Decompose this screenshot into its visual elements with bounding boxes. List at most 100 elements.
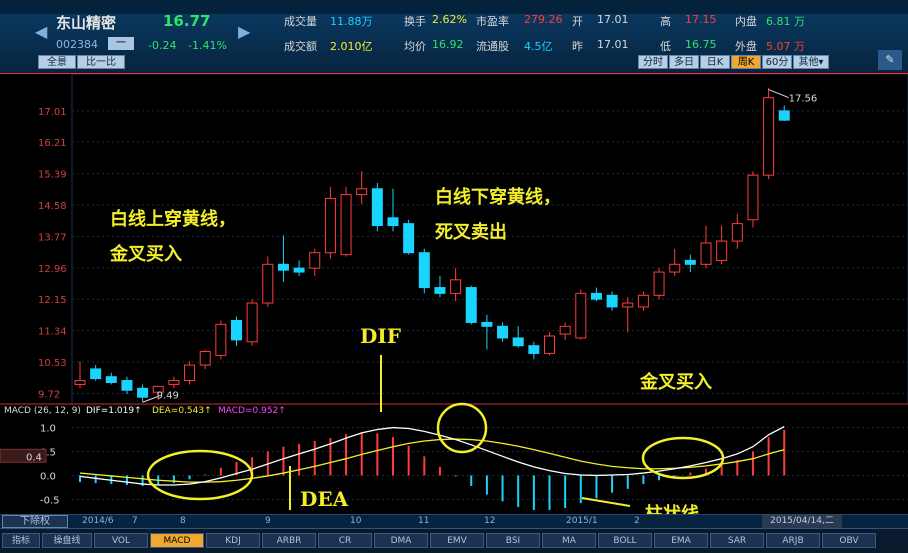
indicator-tab[interactable]: 指标: [2, 533, 40, 548]
candle: [481, 314, 493, 350]
period-tab[interactable]: 60分: [762, 55, 792, 69]
candle: [215, 320, 227, 360]
indicator-tab[interactable]: EMV: [430, 533, 484, 548]
period-tab[interactable]: 多日: [669, 55, 699, 69]
indicator-tab[interactable]: ARJB: [766, 533, 820, 548]
candle-body: [356, 188, 368, 196]
fq-button[interactable]: 下除权: [2, 515, 68, 528]
prev-stock-icon[interactable]: ◀: [35, 22, 48, 41]
candle: [653, 268, 665, 300]
candle: [544, 332, 555, 356]
price-tick-label: 16.21: [38, 138, 67, 149]
candle-body: [184, 364, 196, 382]
candle-body: [731, 223, 743, 242]
candle-body: [497, 325, 509, 339]
quote-value: 2.010亿: [330, 40, 373, 53]
period-tab[interactable]: 其他▾: [793, 55, 829, 69]
quote-value: 17.15: [685, 13, 717, 26]
indicator-tab[interactable]: MACD: [150, 533, 204, 548]
date-label: 2014/6: [82, 516, 114, 526]
macd-legend-item: MACD=0.952↑: [218, 406, 286, 416]
indicator-tab[interactable]: DMA: [374, 533, 428, 548]
candle: [716, 225, 728, 265]
price-tick-label: 9.72: [38, 389, 60, 400]
candle: [418, 248, 430, 294]
indicator-tab[interactable]: 操盘线: [42, 533, 92, 548]
candle-body: [418, 252, 430, 289]
candle-body: [293, 267, 305, 273]
candle: [324, 186, 336, 259]
candle-body: [434, 287, 446, 294]
quote-label: 换手: [404, 15, 426, 28]
quote-value: 6.81 万: [766, 15, 805, 28]
candle: [700, 225, 712, 269]
candle: [763, 88, 775, 180]
indicator-tab[interactable]: BSI: [486, 533, 540, 548]
indicator-tab[interactable]: EMA: [654, 533, 708, 548]
candle-body: [231, 320, 242, 341]
dea-line: [79, 438, 785, 483]
stock-price: 16.77: [163, 12, 211, 30]
candle: [606, 291, 618, 311]
candle: [497, 322, 509, 342]
dif-line: [79, 426, 785, 486]
candle-body: [262, 263, 274, 304]
indicator-tab[interactable]: ARBR: [262, 533, 316, 548]
next-stock-icon[interactable]: ▶: [238, 22, 251, 41]
macd-legend-item: DEA=0.543↑: [152, 406, 212, 416]
candle-body: [622, 302, 634, 308]
candle: [199, 349, 211, 369]
candle-body: [309, 252, 321, 269]
candle-body: [168, 380, 180, 385]
price-tick-label: 14.58: [38, 201, 67, 212]
annotation-golden-cross-2: 金叉买入: [640, 372, 712, 393]
high-marker-label: 17.56: [789, 94, 818, 105]
candle: [590, 287, 602, 302]
candle: [559, 322, 571, 340]
candle-body: [90, 368, 102, 380]
period-tab[interactable]: 周K: [731, 55, 761, 69]
date-label: 11: [418, 516, 430, 526]
candle: [778, 105, 790, 121]
macd-highlight-tick-box: [0, 448, 47, 463]
top-strip: [0, 0, 908, 14]
panorama-button[interactable]: 全景: [38, 55, 76, 69]
compare-button[interactable]: 比一比: [77, 55, 125, 69]
settings-icon[interactable]: ✎: [878, 50, 902, 70]
quote-value: 5.07 万: [766, 40, 805, 53]
period-tab[interactable]: 分时: [638, 55, 668, 69]
indicator-tab[interactable]: VOL: [94, 533, 148, 548]
candle: [121, 376, 133, 395]
candle: [168, 376, 180, 389]
indicator-tab[interactable]: CR: [318, 533, 372, 548]
annotation-death-cross-b: 死叉卖出: [435, 222, 507, 243]
price-tick-label: 12.96: [38, 264, 67, 275]
indicator-tab[interactable]: MA: [542, 533, 596, 548]
indicator-tab[interactable]: BOLL: [598, 533, 652, 548]
indicator-tab[interactable]: SAR: [710, 533, 764, 548]
candle: [512, 326, 524, 348]
indicator-tab[interactable]: OBV: [822, 533, 876, 548]
high-marker-line: [768, 89, 789, 99]
annotation-golden-cross-1: 白线上穿黄线，: [110, 209, 236, 230]
candle-body: [387, 217, 399, 227]
candle-body: [215, 323, 227, 356]
candle: [137, 384, 149, 402]
candle-body: [669, 263, 681, 273]
candle: [669, 248, 681, 276]
low-marker-line: [142, 395, 159, 403]
annotation-dif: DIF: [360, 324, 401, 348]
quote-label: 市盈率: [476, 15, 509, 28]
golden-cross-circle-2: [641, 436, 725, 480]
quote-value: 4.5亿: [524, 40, 553, 53]
date-label: 8: [180, 516, 186, 526]
indicator-tab[interactable]: KDJ: [206, 533, 260, 548]
period-tab[interactable]: 日K: [700, 55, 730, 69]
candle: [340, 186, 352, 257]
quote-value: 11.88万: [330, 15, 373, 28]
code-button[interactable]: 一: [108, 37, 134, 50]
candle: [403, 219, 415, 255]
quote-header: ◀ ▶ 东山精密 16.77 002384 一 -0.24 -1.41% 全景 …: [0, 0, 908, 73]
annotation-dea: DEA: [300, 487, 349, 511]
candle-body: [606, 294, 618, 308]
